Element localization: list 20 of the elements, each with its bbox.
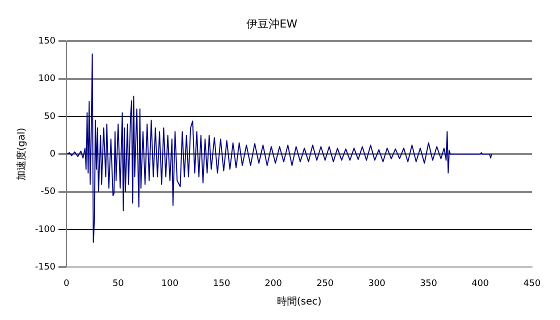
y-tick-label: -50 (40, 187, 56, 198)
y-tick-label: 150 (38, 36, 56, 47)
x-tick-label: 350 (420, 278, 438, 289)
x-tick-label: 0 (64, 278, 70, 289)
x-tick-label: 400 (472, 278, 490, 289)
y-tick-label: -100 (34, 224, 56, 235)
x-tick-label: 450 (523, 278, 541, 289)
y-tick-label: 50 (44, 112, 56, 122)
x-tick-label: 300 (368, 278, 386, 289)
y-tick-label: -150 (34, 262, 56, 273)
x-tick-label: 50 (112, 278, 124, 289)
y-axis-title: 加速度(gal) (16, 128, 28, 181)
x-tick-label: 150 (213, 278, 230, 289)
x-axis-title: 時間(sec) (276, 296, 322, 308)
x-tick-label: 200 (264, 278, 282, 289)
chart-title: 伊豆沖EW (246, 17, 298, 30)
y-tick-label: 100 (38, 74, 56, 84)
x-tick-label: 100 (161, 278, 179, 289)
y-tick-label: 0 (50, 150, 56, 160)
x-tick-label: 250 (316, 278, 334, 289)
